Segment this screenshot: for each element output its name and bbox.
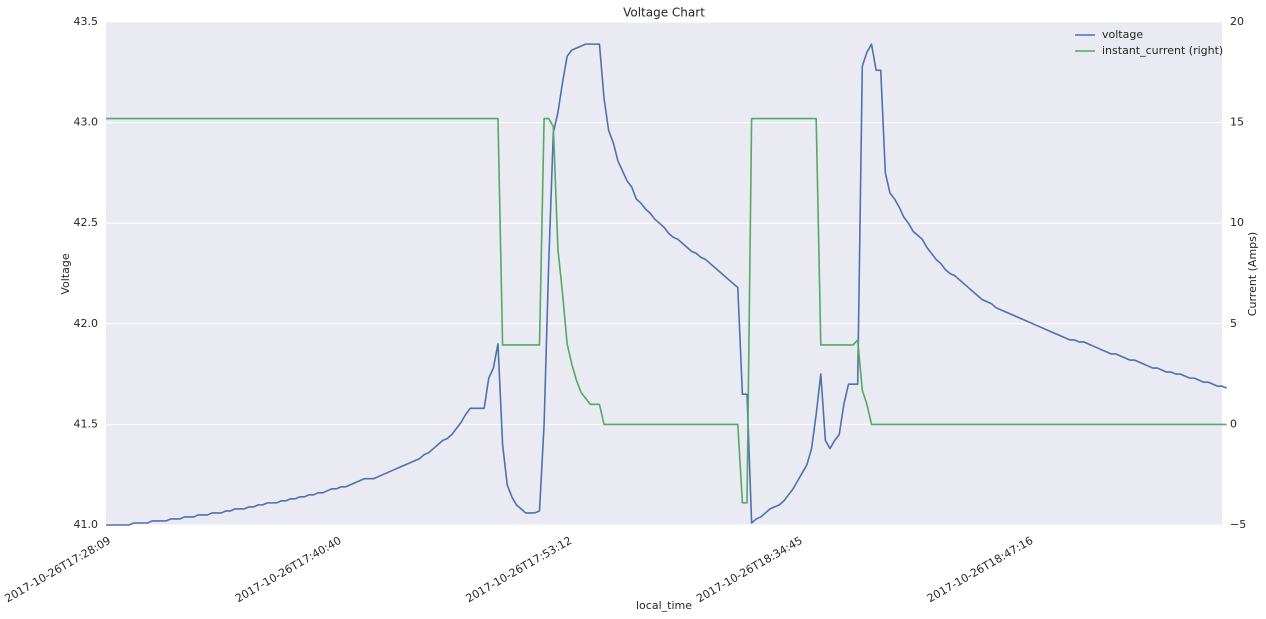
- y2-axis-label: Current (Amps): [1246, 232, 1259, 316]
- x-tick-label: 2017-10-26T17:28:09: [3, 534, 113, 605]
- y-axis-label: Voltage: [59, 253, 72, 294]
- chart-title: Voltage Chart: [623, 6, 705, 20]
- y-tick-label: 42.0: [74, 317, 99, 330]
- x-tick-label: 2017-10-26T17:40:40: [233, 534, 343, 605]
- y2-tick-label: −5: [1230, 518, 1246, 531]
- y-tick-label: 43.0: [74, 116, 99, 129]
- y2-tick-label: 5: [1230, 317, 1237, 330]
- legend-label: instant_current (right): [1102, 44, 1223, 57]
- x-tick-label: 2017-10-26T18:47:16: [925, 534, 1035, 605]
- x-tick-label: 2017-10-26T18:34:45: [694, 534, 804, 605]
- y2-tick-label: 10: [1230, 216, 1244, 229]
- y-tick-label: 42.5: [74, 216, 99, 229]
- legend-label: voltage: [1102, 28, 1143, 41]
- y2-tick-label: 0: [1230, 417, 1237, 430]
- series-line: [106, 117, 1227, 504]
- x-tick-label: 2017-10-26T17:53:12: [464, 534, 574, 605]
- y2-tick-label: 20: [1230, 15, 1244, 28]
- x-axis-label: local_time: [636, 599, 692, 612]
- y-tick-label: 43.5: [74, 15, 99, 28]
- series-line: [106, 43, 1227, 526]
- plot-area: [106, 22, 1222, 525]
- y-tick-label: 41.5: [74, 417, 99, 430]
- y2-tick-label: 15: [1230, 116, 1244, 129]
- y-tick-label: 41.0: [74, 518, 99, 531]
